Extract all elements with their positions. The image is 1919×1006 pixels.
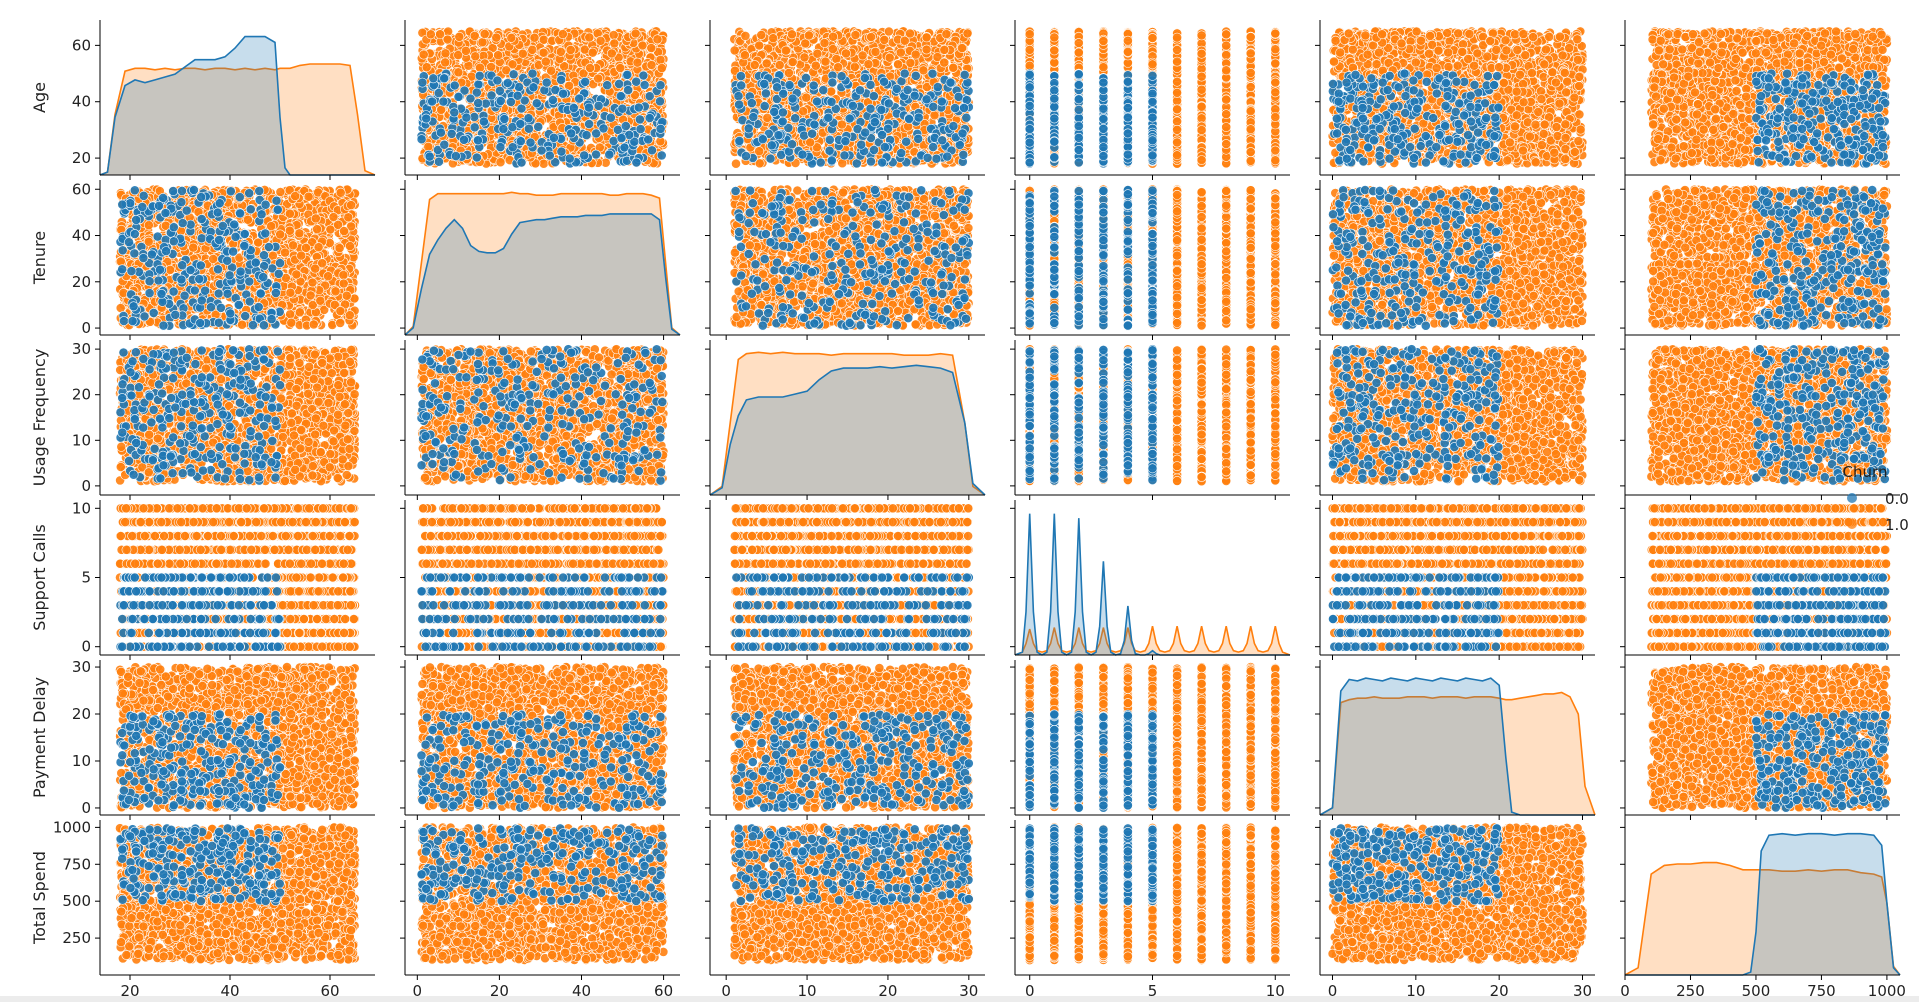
panel-age-vs-age [100, 20, 375, 175]
panel-age-vs-tenure [405, 20, 680, 175]
point-churn-1-846 [539, 159, 548, 168]
